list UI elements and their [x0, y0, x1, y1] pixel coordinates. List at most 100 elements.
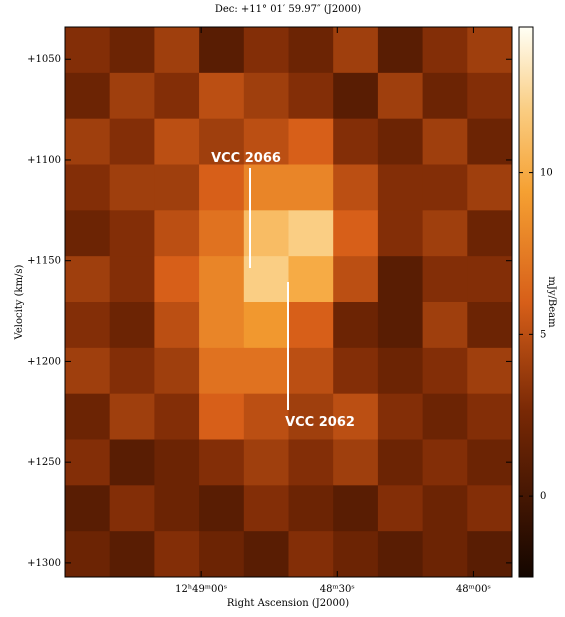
heatmap-cell	[467, 256, 513, 303]
heatmap-cell	[288, 72, 334, 120]
heatmap-cell	[109, 485, 155, 532]
heatmap-cell	[467, 531, 513, 578]
heatmap-cell	[154, 531, 200, 578]
heatmap-cell	[333, 302, 379, 349]
heatmap-cell	[154, 485, 200, 532]
heatmap-cell	[467, 347, 513, 395]
heatmap-cell	[243, 347, 289, 395]
heatmap-cell	[422, 256, 468, 303]
heatmap-cell	[288, 256, 334, 303]
heatmap-cell	[467, 485, 513, 532]
heatmap-cell	[377, 118, 424, 165]
heatmap-cell	[65, 164, 111, 211]
heatmap-cell	[377, 210, 424, 257]
heatmap-cell	[422, 302, 468, 349]
y-axis-label: Velocity (km/s)	[14, 264, 25, 340]
heatmap-cell	[377, 439, 424, 486]
heatmap-cell	[109, 256, 155, 303]
y-tick-label: +1100	[27, 155, 61, 166]
heatmap-cell	[109, 439, 155, 486]
heatmap-cell	[377, 393, 424, 440]
heatmap-cell	[288, 393, 334, 440]
y-tick-label: +1200	[27, 356, 61, 367]
heatmap-cell	[199, 485, 245, 532]
annotation: VCC 2062	[285, 415, 355, 430]
heatmap-cell	[199, 439, 245, 486]
heatmap-cell	[422, 393, 468, 440]
colorbar	[518, 26, 534, 578]
heatmap-cell	[422, 485, 468, 532]
heatmap-cell	[65, 72, 111, 120]
heatmap-cell	[288, 210, 334, 257]
heatmap-cell	[333, 210, 379, 257]
y-tick-label: +1300	[27, 558, 61, 569]
heatmap-cell	[154, 164, 200, 211]
heatmap-cell	[333, 439, 379, 486]
heatmap-cell	[467, 439, 513, 486]
heatmap-cell	[199, 256, 245, 303]
heatmap-cell	[333, 256, 379, 303]
heatmap-cell	[109, 347, 155, 395]
heatmap-cell	[422, 72, 468, 120]
heatmap-cell	[243, 118, 289, 165]
heatmap-cell	[65, 210, 111, 257]
heatmap-cell	[333, 118, 379, 165]
y-tick-label: +1250	[27, 457, 61, 468]
heatmap-cell	[199, 393, 245, 440]
heatmap-cell	[199, 210, 245, 257]
heatmap-cell	[65, 256, 111, 303]
heatmap-cell	[154, 256, 200, 303]
x-axis-label: Right Ascension (J2000)	[227, 598, 349, 609]
heatmap-cell	[377, 256, 424, 303]
heatmap-cell	[243, 531, 289, 578]
heatmap-cell	[333, 393, 379, 440]
heatmap-cell	[65, 118, 111, 165]
heatmap-cell	[243, 302, 289, 349]
heatmap-cell	[377, 27, 424, 74]
heatmap-cell	[243, 72, 289, 120]
heatmap-cell	[288, 302, 334, 349]
heatmap-cell	[65, 439, 111, 486]
heatmap-cell	[109, 72, 155, 120]
heatmap-cell	[109, 27, 155, 74]
heatmap-cell	[288, 439, 334, 486]
heatmap-cell	[109, 531, 155, 578]
heatmap-cell	[243, 393, 289, 440]
heatmap-cell	[288, 164, 334, 211]
colorbar-tick-label: 0	[540, 491, 546, 502]
heatmap-cell	[422, 439, 468, 486]
heatmap-cell	[288, 347, 334, 395]
heatmap-cell	[154, 72, 200, 120]
heatmap-cell	[243, 210, 289, 257]
heatmap-cell	[422, 27, 468, 74]
heatmap-cell	[243, 485, 289, 532]
heatmap-cell	[65, 485, 111, 532]
heatmap-cell	[288, 118, 334, 165]
heatmap-cell	[377, 302, 424, 349]
heatmap-cell	[199, 27, 245, 74]
heatmap-cell	[154, 347, 200, 395]
colorbar-label: mJy/Beam	[546, 276, 557, 328]
y-tick-label: +1050	[27, 54, 61, 65]
heatmap-cell	[288, 531, 334, 578]
heatmap-cell	[333, 485, 379, 532]
heatmap-cell	[467, 27, 513, 74]
heatmap-cell	[243, 256, 289, 303]
chart-title: Dec: +11° 01′ 59.97″ (J2000)	[215, 4, 361, 15]
heatmap-cell	[467, 393, 513, 440]
heatmap-cell	[65, 302, 111, 349]
heatmap-cell	[467, 210, 513, 257]
heatmap-cell	[154, 393, 200, 440]
heatmap-cell	[65, 531, 111, 578]
heatmap-cell	[154, 302, 200, 349]
heatmap-cell	[199, 164, 245, 211]
heatmap-cell	[467, 118, 513, 165]
heatmap-cell	[154, 27, 200, 74]
heatmap-cell	[65, 27, 111, 74]
heatmap-cell	[422, 210, 468, 257]
heatmap-cell	[109, 393, 155, 440]
heatmap-cell	[243, 27, 289, 74]
heatmap-cell	[109, 210, 155, 257]
heatmap-cell	[333, 72, 379, 120]
